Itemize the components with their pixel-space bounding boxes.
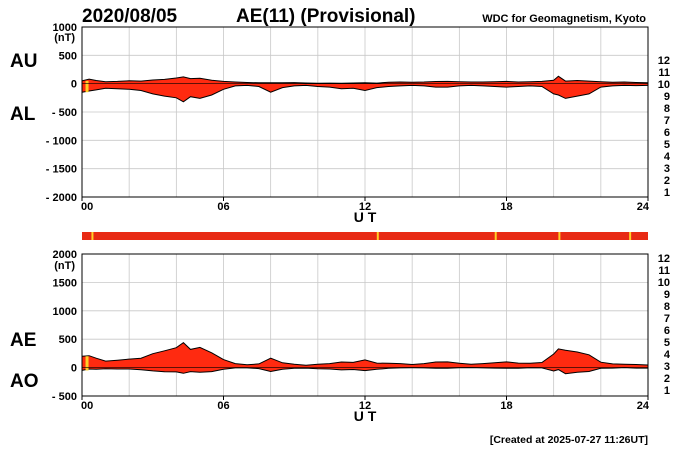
legend-scale-label: 9: [664, 91, 670, 103]
legend-scale-label: 10: [658, 277, 670, 289]
x-axis-label: U T: [354, 209, 377, 225]
lower-index-label: AL: [10, 104, 36, 125]
y-tick-label: - 2000: [46, 192, 77, 204]
y-tick-label: - 500: [52, 107, 77, 119]
upper-index-label: AE: [10, 330, 36, 351]
activity-bar-marker: [558, 232, 561, 240]
y-tick-label: 2000: [53, 249, 77, 261]
legend-scale-label: 2: [664, 175, 670, 187]
organization-label: WDC for Geomagnetism, Kyoto: [482, 13, 646, 25]
legend-scale-label: 6: [664, 325, 670, 337]
activity-bar-marker: [494, 232, 497, 240]
series-line-ae: [81, 341, 649, 366]
legend-scale-label: 8: [664, 301, 670, 313]
activity-bar-marker: [376, 232, 379, 240]
y-tick-label: 500: [59, 334, 77, 346]
legend-scale-label: 7: [664, 115, 670, 127]
legend-scale-label: 3: [664, 361, 670, 373]
x-axis-label: U T: [354, 408, 377, 424]
x-tick-label: 18: [500, 400, 512, 412]
activity-bar: [82, 232, 648, 240]
legend-scale-label: 5: [664, 139, 670, 151]
legend-scale-label: 1: [664, 187, 670, 199]
y-tick-label: 1000: [53, 22, 77, 34]
activity-marker: [85, 356, 89, 371]
legend-scale-label: 8: [664, 103, 670, 115]
series-line-ao: [81, 367, 648, 375]
legend-scale-label: 10: [658, 79, 670, 91]
legend-scale-label: 4: [664, 151, 671, 163]
x-tick-label: 00: [81, 400, 93, 412]
y-tick-label: - 500: [52, 391, 77, 403]
y-tick-label: 0: [71, 363, 77, 375]
x-tick-label: 12: [359, 400, 371, 412]
legend-scale-label: 3: [664, 163, 670, 175]
x-tick-label: 24: [637, 201, 650, 213]
unit-label: (nT): [54, 32, 75, 44]
y-tick-label: - 1500: [46, 164, 77, 176]
legend-scale-label: 5: [664, 337, 670, 349]
legend-scale-label: 4: [664, 349, 671, 361]
x-tick-label: 00: [81, 201, 93, 213]
series-line-al: [81, 84, 649, 103]
legend-scale-label: 9: [664, 289, 670, 301]
y-tick-label: 500: [59, 50, 77, 62]
index-band-fill: [82, 76, 648, 102]
created-timestamp: [Created at 2025-07-27 11:26UT]: [490, 434, 648, 446]
activity-bar-marker: [91, 232, 94, 240]
x-tick-label: 12: [359, 201, 371, 213]
y-tick-label: - 1000: [46, 135, 77, 147]
legend-scale-label: 1: [664, 385, 670, 397]
y-tick-label: 1000: [53, 306, 77, 318]
x-tick-label: 24: [637, 400, 650, 412]
activity-bar-marker: [629, 232, 632, 240]
legend-scale-label: 6: [664, 127, 670, 139]
index-band-fill: [82, 342, 648, 374]
legend-scale-label: 11: [658, 67, 670, 79]
legend-scale-label: 11: [658, 265, 670, 277]
x-tick-label: 18: [500, 201, 512, 213]
series-line-au: [81, 75, 649, 84]
y-tick-label: 1500: [53, 277, 77, 289]
legend-scale-label: 7: [664, 313, 670, 325]
plot-title: AE(11) (Provisional): [236, 6, 416, 27]
unit-label: (nT): [54, 260, 75, 272]
legend-scale-label: 12: [658, 55, 670, 67]
activity-marker: [85, 80, 89, 93]
plot-date: 2020/08/05: [82, 6, 178, 27]
legend-scale-label: 12: [658, 253, 670, 265]
y-tick-label: 0: [71, 79, 77, 91]
x-tick-label: 06: [217, 400, 229, 412]
upper-index-label: AU: [10, 51, 37, 72]
lower-index-label: AO: [10, 371, 39, 392]
x-tick-label: 06: [217, 201, 229, 213]
legend-scale-label: 2: [664, 373, 670, 385]
